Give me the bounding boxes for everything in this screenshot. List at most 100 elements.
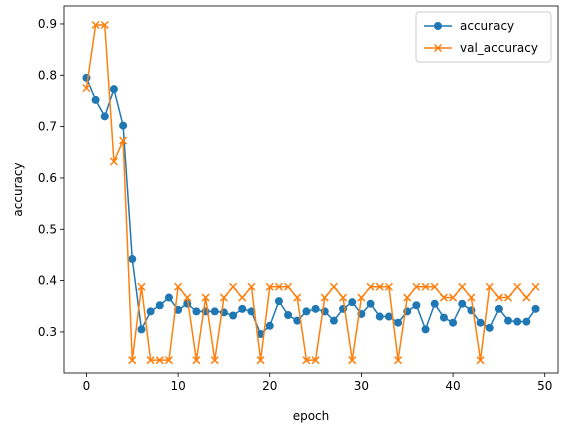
data-point-val_accuracy xyxy=(366,282,375,291)
data-point-val_accuracy xyxy=(302,356,311,365)
data-point-accuracy xyxy=(458,299,467,308)
data-point-accuracy xyxy=(164,293,173,302)
data-point-accuracy xyxy=(229,311,238,320)
data-point-accuracy xyxy=(531,304,540,313)
plot-area xyxy=(82,20,540,365)
data-point-val_accuracy xyxy=(146,356,155,365)
data-point-accuracy xyxy=(119,121,128,130)
data-point-accuracy xyxy=(256,329,265,338)
y-tick-label: 0.7 xyxy=(38,120,57,134)
data-point-val_accuracy xyxy=(229,282,238,291)
data-point-accuracy xyxy=(82,73,91,82)
data-point-accuracy xyxy=(412,301,421,310)
data-point-val_accuracy xyxy=(421,282,430,291)
data-point-val_accuracy xyxy=(256,356,265,365)
data-point-accuracy xyxy=(311,304,320,313)
data-point-accuracy xyxy=(128,255,137,264)
legend-marker-circle xyxy=(434,22,442,30)
legend-item-val_accuracy: val_accuracy xyxy=(424,41,538,55)
data-point-accuracy xyxy=(284,310,293,319)
data-point-accuracy xyxy=(421,325,430,334)
data-point-accuracy xyxy=(155,301,164,310)
data-point-val_accuracy xyxy=(320,293,329,302)
data-point-val_accuracy xyxy=(357,293,366,302)
data-point-val_accuracy xyxy=(449,293,458,302)
data-point-val_accuracy xyxy=(531,282,540,291)
data-point-val_accuracy xyxy=(293,293,302,302)
data-point-val_accuracy xyxy=(219,293,228,302)
data-point-val_accuracy xyxy=(91,20,100,30)
data-point-accuracy xyxy=(210,307,219,316)
data-point-val_accuracy xyxy=(476,356,485,365)
data-point-accuracy xyxy=(265,321,274,330)
data-point-val_accuracy xyxy=(238,293,247,302)
legend-label: accuracy xyxy=(460,19,514,33)
data-point-val_accuracy xyxy=(513,282,522,291)
data-point-accuracy xyxy=(366,299,375,308)
y-tick-label: 0.6 xyxy=(38,171,57,185)
data-point-val_accuracy xyxy=(311,356,320,365)
data-point-accuracy xyxy=(238,304,247,313)
data-point-accuracy xyxy=(274,297,283,306)
data-point-accuracy xyxy=(513,317,522,326)
data-point-accuracy xyxy=(384,312,393,321)
data-point-accuracy xyxy=(449,318,458,327)
data-point-accuracy xyxy=(504,316,513,325)
legend-label: val_accuracy xyxy=(460,41,538,55)
data-point-accuracy xyxy=(183,299,192,308)
data-point-val_accuracy xyxy=(384,282,393,291)
data-point-val_accuracy xyxy=(265,282,274,291)
data-point-val_accuracy xyxy=(192,356,201,365)
x-tick-label: 30 xyxy=(354,379,369,393)
x-tick-label: 40 xyxy=(445,379,460,393)
data-point-val_accuracy xyxy=(394,356,403,365)
data-point-val_accuracy xyxy=(467,293,476,302)
data-point-accuracy xyxy=(485,323,494,332)
data-point-accuracy xyxy=(192,307,201,316)
data-point-val_accuracy xyxy=(183,293,192,302)
data-point-accuracy xyxy=(329,316,338,325)
data-point-accuracy xyxy=(91,95,100,104)
data-point-accuracy xyxy=(293,316,302,325)
y-axis-label: accuracy xyxy=(11,162,25,216)
data-point-accuracy xyxy=(348,298,357,307)
y-tick-label: 0.9 xyxy=(38,17,57,31)
data-point-accuracy xyxy=(109,85,118,94)
x-tick-label: 0 xyxy=(83,379,91,393)
y-tick-label: 0.5 xyxy=(38,222,57,236)
legend-box xyxy=(415,11,552,63)
data-point-val_accuracy xyxy=(412,282,421,291)
data-point-val_accuracy xyxy=(348,356,357,365)
data-point-val_accuracy xyxy=(201,293,210,302)
data-point-val_accuracy xyxy=(494,293,503,302)
data-point-val_accuracy xyxy=(274,282,283,291)
x-axis-label: epoch xyxy=(293,409,330,423)
y-tick-label: 0.3 xyxy=(38,325,57,339)
data-point-accuracy xyxy=(430,299,439,308)
data-point-accuracy xyxy=(394,318,403,327)
data-point-val_accuracy xyxy=(119,136,128,145)
data-point-val_accuracy xyxy=(403,293,412,302)
data-point-val_accuracy xyxy=(458,282,467,291)
data-point-val_accuracy xyxy=(100,20,109,30)
data-point-val_accuracy xyxy=(284,282,293,291)
data-point-val_accuracy xyxy=(109,157,118,166)
legend: accuracy val_accuracy xyxy=(415,11,552,63)
y-tick-label: 0.8 xyxy=(38,68,57,82)
data-point-val_accuracy xyxy=(339,293,348,302)
axes: 0 10 20 30 40 50 0.3 0.4 0.5 0.6 0.7 0.8 0.9 xyxy=(38,5,559,393)
data-point-accuracy xyxy=(439,313,448,322)
data-point-val_accuracy xyxy=(247,282,256,291)
data-point-val_accuracy xyxy=(439,293,448,302)
x-tick-label: 20 xyxy=(262,379,277,393)
data-point-val_accuracy xyxy=(210,356,219,365)
data-point-accuracy xyxy=(137,325,146,334)
x-tick-label: 50 xyxy=(537,379,552,393)
data-point-val_accuracy xyxy=(329,282,338,291)
data-point-accuracy xyxy=(522,317,531,326)
data-point-val_accuracy xyxy=(430,282,439,291)
legend-item-accuracy: accuracy xyxy=(424,19,514,33)
axes-frame xyxy=(63,5,559,374)
data-point-val_accuracy xyxy=(522,293,531,302)
